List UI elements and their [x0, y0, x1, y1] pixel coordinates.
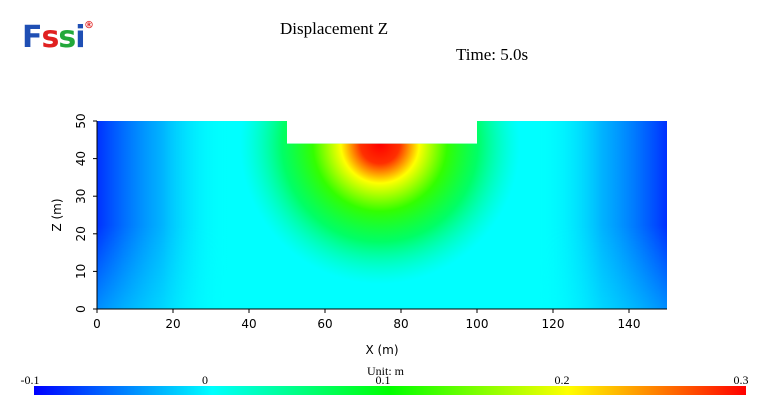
x-tick-label: 0	[93, 317, 101, 331]
colorbar-unit-label: Unit: m	[367, 364, 405, 378]
registered-mark: ®	[84, 20, 94, 31]
colorbar-tick-label: -0.1	[20, 373, 40, 387]
x-tick-label: 60	[317, 317, 332, 331]
x-tick-label: 140	[618, 317, 641, 331]
colorbar-tick-label: 0.1	[375, 373, 391, 387]
x-axis-label: X (m)	[365, 343, 398, 357]
y-axis-label: Z (m)	[50, 198, 64, 231]
y-tick-label: 40	[74, 151, 88, 166]
logo-letter-s1: s	[41, 20, 60, 55]
x-tick-label: 40	[241, 317, 256, 331]
time-label: Time: 5.0s	[456, 45, 529, 64]
colorbar	[34, 386, 746, 395]
y-tick-label: 10	[74, 264, 88, 279]
y-tick-label: 0	[74, 305, 88, 313]
displacement-field	[97, 121, 667, 309]
field-peak	[97, 121, 667, 309]
y-tick-label: 30	[74, 189, 88, 204]
logo-letter-i: i	[75, 20, 85, 55]
x-tick-label: 20	[165, 317, 180, 331]
y-tick-label: 20	[74, 226, 88, 241]
chart-title: Displacement Z	[280, 19, 389, 38]
axes: 0 20 40 60 80 100 120 140 0 10 20 30 40 50 X (m) Z (m)	[50, 113, 667, 357]
x-tick-label: 80	[393, 317, 408, 331]
x-tick-label: 120	[542, 317, 565, 331]
y-tick-label: 50	[74, 113, 88, 128]
logo-letter-s2: s	[58, 20, 76, 55]
colorbar-tick-label: 0.2	[554, 373, 570, 387]
x-tick-label: 100	[466, 317, 489, 331]
colorbar-tick-label: 0.3	[733, 373, 749, 387]
colorbar-tick-label: 0	[202, 373, 208, 387]
fssi-logo: Fssi ®	[22, 14, 94, 62]
logo-letter-f: F	[22, 20, 42, 55]
